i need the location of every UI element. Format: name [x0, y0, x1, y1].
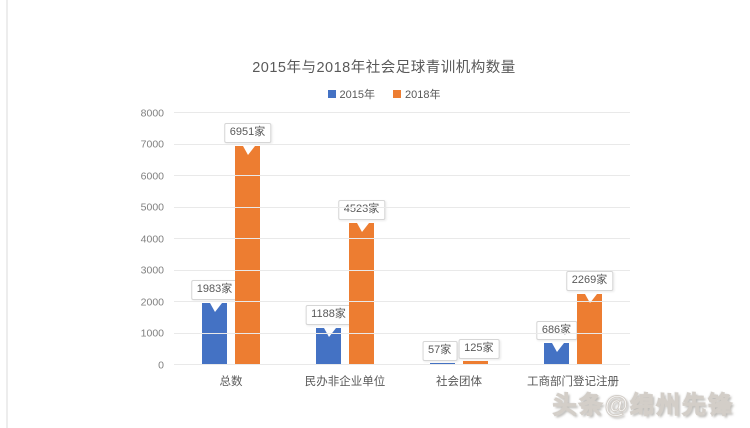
data-label-tail — [584, 293, 597, 303]
bar-chart: 2015年与2018年社会足球青训机构数量 2015年 2018年 0 1000 20… — [138, 52, 630, 389]
bar-2018年: 125家 — [458, 339, 500, 365]
chart-title: 2015年与2018年社会足球青训机构数量 — [252, 60, 516, 76]
bar-group: 57家 125家 — [402, 113, 516, 365]
y-tick-label: 2000 — [140, 295, 164, 308]
legend-swatch — [327, 90, 336, 98]
data-label-tail — [551, 343, 564, 353]
data-label: 57家 — [422, 341, 458, 361]
gridline — [174, 238, 630, 239]
legend-label: 2018年 — [405, 89, 441, 101]
data-label: 4523家 — [337, 199, 386, 220]
x-axis-label: 工商部门登记注册 — [527, 376, 619, 388]
plot-wrap: 0 1000 2000 3000 4000 5000 6000 7000 8000 1983家 6… — [138, 108, 630, 370]
legend-label: 2015年 — [339, 89, 375, 101]
gridline — [174, 143, 630, 145]
y-tick-label: 1000 — [140, 327, 164, 340]
x-axis-label: 总数 — [219, 376, 243, 388]
gridline — [174, 112, 630, 113]
data-label-tail — [242, 146, 255, 156]
data-label: 1188家 — [305, 304, 352, 325]
gridline — [174, 206, 630, 208]
legend-swatch — [393, 90, 401, 98]
legend-item: 2018年 — [393, 86, 440, 102]
data-label: 1983家 — [190, 279, 239, 300]
data-label: 125家 — [458, 339, 500, 360]
data-label: 686家 — [535, 320, 578, 341]
y-tick-label: 4000 — [140, 232, 164, 245]
data-label-tail — [323, 327, 336, 337]
plot-area: 1983家 6951家 1188家 4523家 57家 125家 686家 2269家 — [174, 112, 630, 365]
gridline — [174, 364, 630, 365]
bar-2018年: 4523家 — [337, 199, 386, 365]
data-label: 2269家 — [565, 270, 614, 291]
x-axis-label: 社会团体 — [436, 376, 482, 388]
y-tick-label: 7000 — [140, 138, 164, 151]
x-axis-label: 民办非企业单位 — [304, 376, 386, 388]
y-tick-label: 3000 — [140, 264, 164, 277]
data-label-tail — [209, 302, 222, 312]
bar-2015年: 686家 — [535, 320, 578, 365]
bar-group: 1188家 4523家 — [288, 113, 402, 365]
watermark: 头条@绵州先锋 — [552, 392, 734, 420]
chart-legend: 2015年 2018年 — [138, 87, 630, 101]
data-label-tail — [356, 222, 369, 232]
data-label: 6951家 — [223, 123, 272, 144]
gridline — [174, 269, 630, 271]
bar-groups: 1983家 6951家 1188家 4523家 57家 125家 686家 2269家 — [174, 113, 630, 365]
y-tick-label: 0 — [158, 358, 164, 371]
bar-group: 686家 2269家 — [516, 113, 630, 365]
y-axis: 0 1000 2000 3000 4000 5000 6000 7000 8000 — [138, 108, 174, 370]
y-tick-label: 8000 — [140, 106, 164, 119]
bar-2018年: 6951家 — [223, 123, 272, 365]
gridline — [174, 332, 630, 334]
bar-group: 1983家 6951家 — [174, 113, 288, 365]
y-tick-label: 5000 — [140, 201, 164, 214]
x-axis-labels: 总数 民办非企业单位 社会团体 工商部门登记注册 — [174, 373, 630, 389]
page-left-border — [6, 0, 8, 428]
y-tick-label: 6000 — [140, 169, 164, 182]
gridline — [174, 301, 630, 302]
legend-item: 2015年 — [327, 86, 375, 102]
bar-2018年: 2269家 — [565, 270, 614, 365]
bar-2015年: 1983家 — [190, 279, 239, 365]
gridline — [174, 175, 630, 176]
